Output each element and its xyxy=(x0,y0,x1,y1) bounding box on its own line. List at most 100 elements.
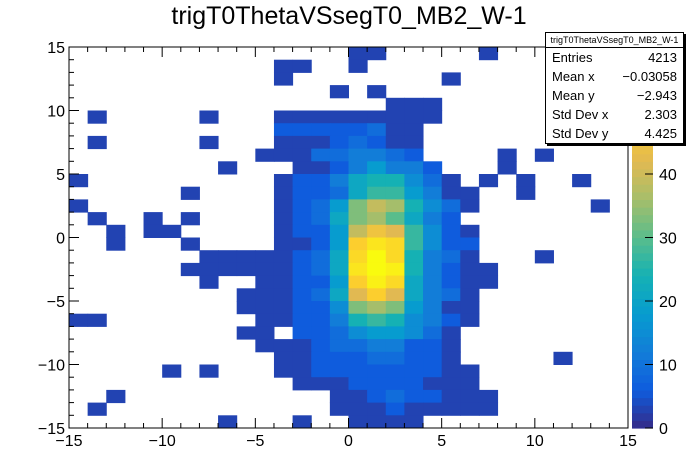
y-tick-label: −15 xyxy=(38,421,65,438)
heatmap-cell xyxy=(311,377,331,391)
heatmap-cell xyxy=(385,415,405,429)
heatmap-cell xyxy=(478,275,499,289)
heatmap-cell xyxy=(218,250,238,264)
heatmap-cell xyxy=(162,364,182,378)
heatmap-cell xyxy=(69,199,89,213)
heatmap-cell xyxy=(367,199,387,213)
heatmap-cell xyxy=(404,301,424,315)
heatmap-cell xyxy=(460,313,480,327)
heatmap-cell xyxy=(329,212,349,226)
heatmap-cell xyxy=(311,161,331,175)
heatmap-cell xyxy=(460,186,480,200)
x-tick-label: −10 xyxy=(149,433,176,450)
heatmap-cell xyxy=(534,148,554,162)
heatmap-cell xyxy=(292,212,312,226)
heatmap-cell xyxy=(273,339,294,353)
heatmap-cell xyxy=(478,47,499,61)
heatmap-cell xyxy=(404,212,424,226)
stats-row-stddev-x: Std Dev x 2.303 xyxy=(546,105,683,124)
heatmap-cell xyxy=(348,275,368,289)
y-tick-label: 10 xyxy=(47,104,65,121)
heatmap-cell xyxy=(441,275,461,289)
heatmap-cell xyxy=(404,123,424,137)
heatmap-cell xyxy=(385,199,405,213)
heatmap-cell xyxy=(329,262,349,277)
heatmap-cell xyxy=(460,377,480,391)
heatmap-cell xyxy=(460,288,480,302)
heatmap-cell xyxy=(441,402,461,416)
heatmap-cell xyxy=(199,250,219,264)
heatmap-cell xyxy=(348,148,368,162)
heatmap-cell xyxy=(199,135,219,150)
palette-segment xyxy=(632,267,653,277)
palette-segment xyxy=(632,321,653,330)
heatmap-cells xyxy=(69,47,610,429)
heatmap-cell xyxy=(348,199,368,213)
heatmap-cell xyxy=(516,174,536,188)
heatmap-cell xyxy=(273,250,294,264)
heatmap-cell xyxy=(404,377,424,391)
heatmap-cell xyxy=(292,199,312,213)
heatmap-cell xyxy=(423,326,443,340)
heatmap-cell xyxy=(311,288,331,302)
heatmap-cell xyxy=(367,351,387,365)
palette-segment xyxy=(632,191,653,200)
heatmap-cell xyxy=(348,237,368,251)
heatmap-cell xyxy=(441,174,461,188)
heatmap-cell xyxy=(423,275,443,289)
heatmap-cell xyxy=(69,313,89,327)
heatmap-cell xyxy=(404,135,424,150)
heatmap-cell xyxy=(236,288,256,302)
heatmap-cell xyxy=(385,148,405,162)
palette-segment xyxy=(632,367,653,376)
heatmap-cell xyxy=(367,110,387,124)
heatmap-cell xyxy=(348,59,368,73)
heatmap-cell xyxy=(423,351,443,365)
heatmap-cell xyxy=(385,377,405,391)
heatmap-cell xyxy=(367,224,387,238)
heatmap-cell xyxy=(273,135,294,150)
heatmap-cell xyxy=(329,377,349,391)
palette-segment xyxy=(632,222,653,231)
stats-row-mean-x: Mean x −0.03058 xyxy=(546,67,683,86)
stats-box: trigT0ThetaVSsegT0_MB2_W-1 Entries 4213 … xyxy=(545,32,684,144)
heatmap-cell xyxy=(367,135,387,150)
palette-segment xyxy=(632,313,653,322)
palette-segment xyxy=(632,351,653,361)
heatmap-cell xyxy=(311,135,331,150)
heatmap-cell xyxy=(311,174,331,188)
heatmap-cell xyxy=(348,110,368,124)
heatmap-cell xyxy=(404,224,424,238)
heatmap-cell xyxy=(385,288,405,302)
heatmap-cell xyxy=(87,135,107,150)
heatmap-cell xyxy=(311,275,331,289)
heatmap-cell xyxy=(106,224,126,238)
heatmap-cell xyxy=(311,199,331,213)
heatmap-cell xyxy=(404,97,424,111)
heatmap-cell xyxy=(348,402,368,416)
heatmap-cell xyxy=(367,339,387,353)
heatmap-cell xyxy=(460,262,480,277)
heatmap-cell xyxy=(255,275,275,289)
heatmap-cell xyxy=(348,212,368,226)
heatmap-cell xyxy=(255,313,275,327)
heatmap-cell xyxy=(348,186,368,200)
palette-segment xyxy=(632,275,653,284)
heatmap-cell xyxy=(273,59,294,73)
palette-segment xyxy=(632,298,653,307)
heatmap-cell xyxy=(292,377,312,391)
heatmap-cell xyxy=(553,351,573,365)
heatmap-cell xyxy=(590,199,610,213)
heatmap-cell xyxy=(367,377,387,391)
heatmap-cell xyxy=(460,237,480,251)
heatmap-cell xyxy=(367,237,387,251)
heatmap-cell xyxy=(404,186,424,200)
heatmap-cell xyxy=(236,301,256,315)
heatmap-cell xyxy=(292,262,312,277)
heatmap-cell xyxy=(87,402,107,416)
heatmap-cell xyxy=(348,288,368,302)
heatmap-cell xyxy=(329,123,349,137)
heatmap-cell xyxy=(292,224,312,238)
heatmap-cell xyxy=(180,262,200,277)
